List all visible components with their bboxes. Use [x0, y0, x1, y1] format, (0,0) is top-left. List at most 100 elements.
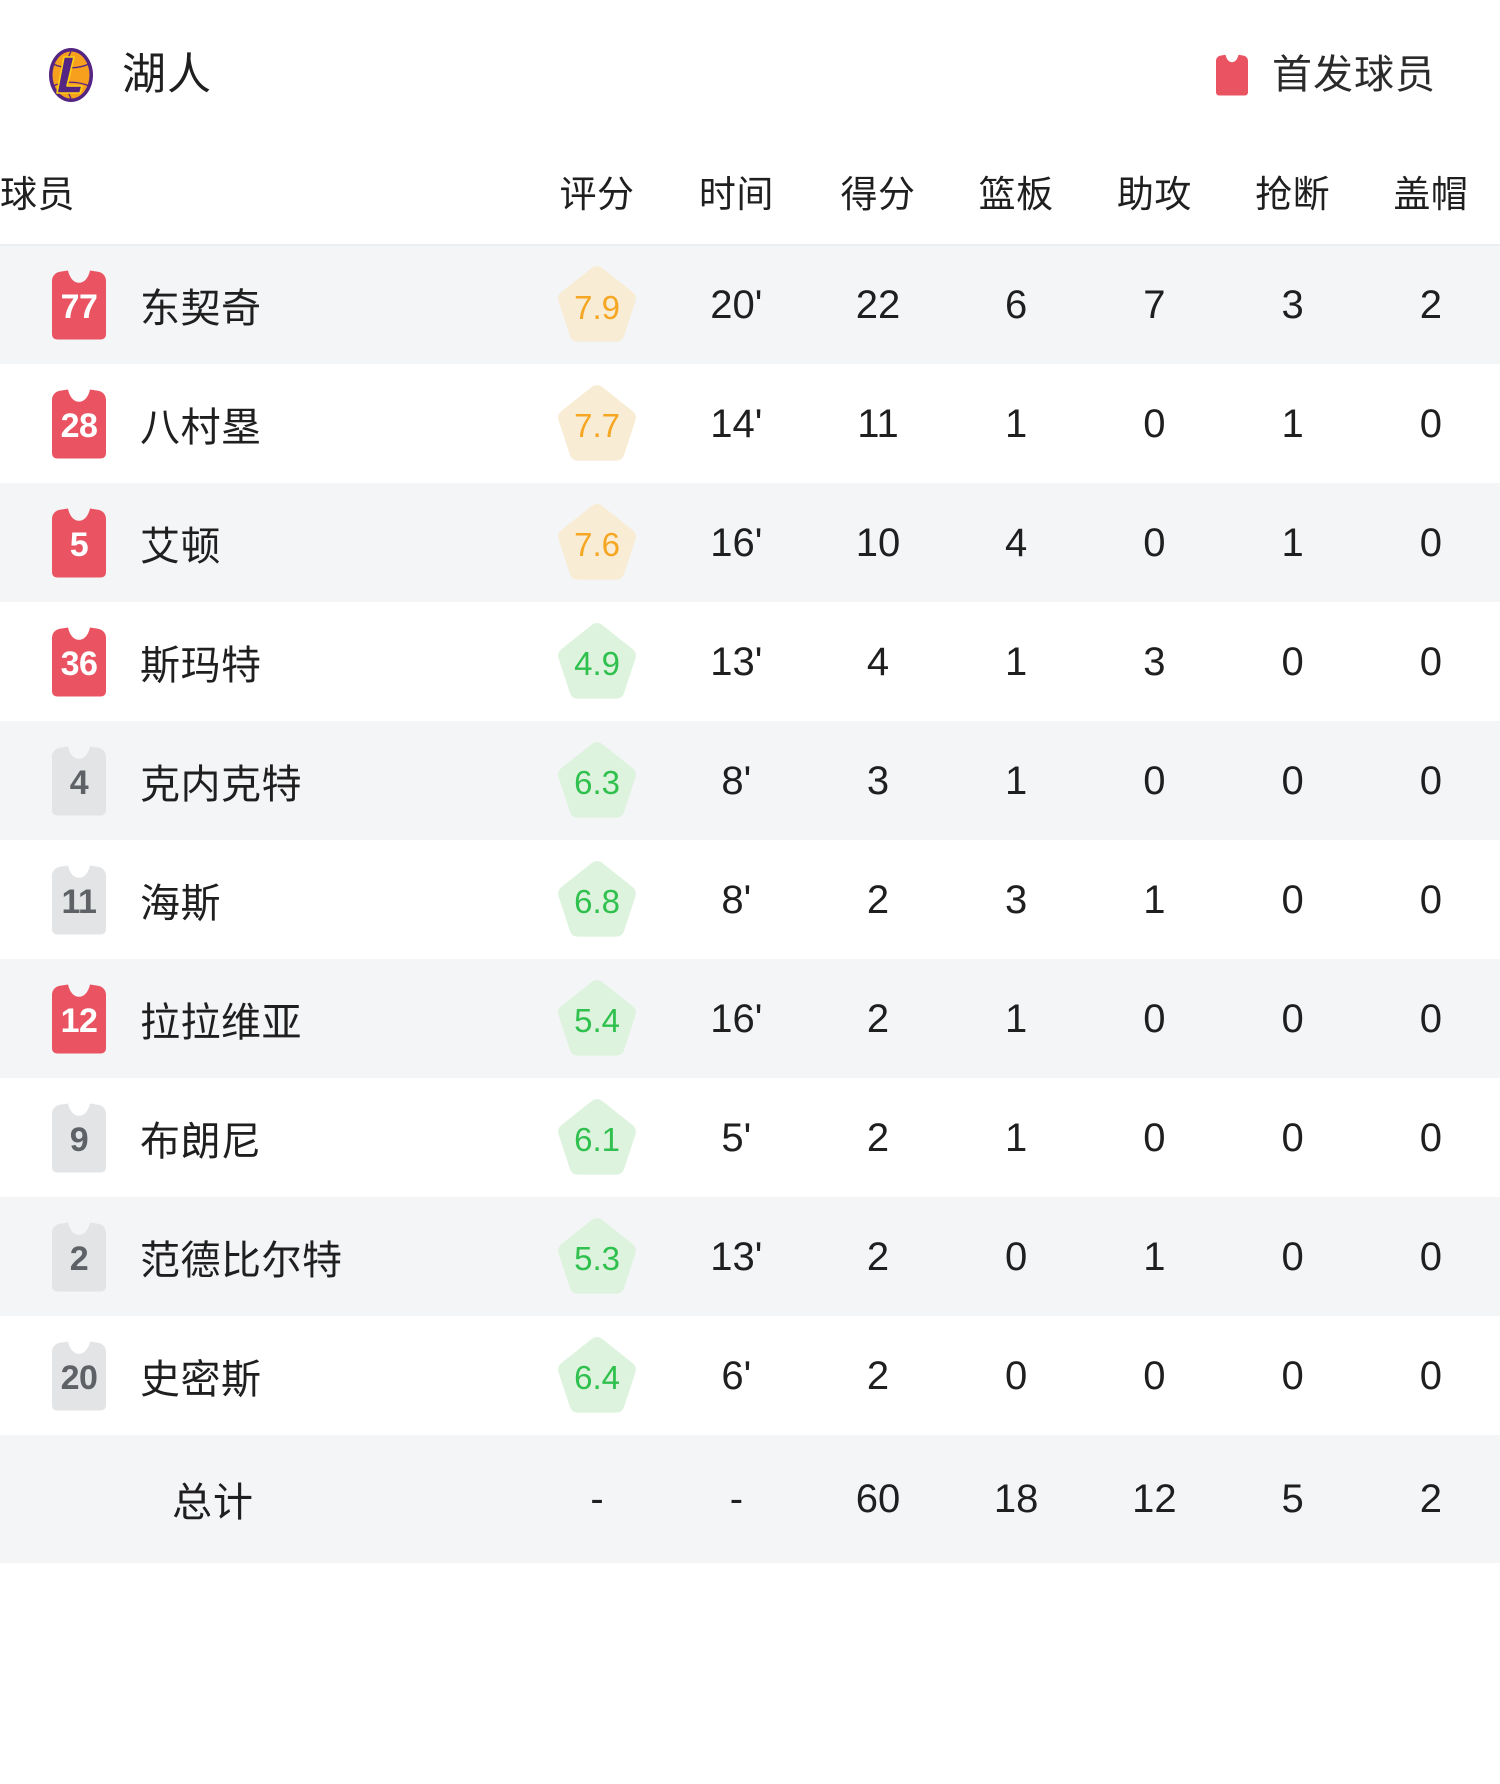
- rating-badge: 5.3: [554, 1214, 640, 1300]
- total-blocks-cell: 2: [1362, 1435, 1500, 1563]
- column-header-assists[interactable]: 助攻: [1116, 174, 1192, 215]
- points-cell: 4: [809, 602, 947, 721]
- rating-badge: 7.9: [554, 262, 640, 348]
- assists-value: 3: [1143, 639, 1166, 684]
- lakers-logo-icon: [42, 46, 100, 104]
- table-row[interactable]: 11 海斯 6.8 8' 2 3 1 0 0: [0, 840, 1500, 959]
- blocks-cell: 0: [1362, 721, 1500, 840]
- rating-cell: 6.3: [530, 721, 664, 840]
- table-header-row: 球员 评分 时间 得分 篮板 助攻 抢断 盖帽: [0, 150, 1500, 245]
- column-header-minutes[interactable]: 时间: [698, 174, 774, 215]
- rebounds-value: 0: [1005, 1234, 1028, 1279]
- player-name: 斯玛特: [140, 643, 262, 688]
- column-header-steals[interactable]: 抢断: [1255, 174, 1331, 215]
- points-value: 22: [855, 283, 901, 327]
- points-value: 3: [866, 758, 890, 803]
- player-cell[interactable]: 12 拉拉维亚: [0, 959, 530, 1078]
- total-minutes-value: -: [729, 1477, 744, 1521]
- steals-cell: 0: [1223, 1197, 1361, 1316]
- player-cell[interactable]: 9 布朗尼: [0, 1078, 530, 1197]
- minutes-value: 8': [721, 758, 752, 803]
- jersey-number: 5: [69, 525, 89, 564]
- player-cell[interactable]: 4 克内克特: [0, 721, 530, 840]
- total-label-cell: 总计: [0, 1435, 530, 1563]
- player-cell[interactable]: 77 东契奇: [0, 245, 530, 364]
- assists-cell: 7: [1085, 245, 1223, 364]
- column-header-blocks[interactable]: 盖帽: [1393, 174, 1469, 215]
- blocks-value: 0: [1419, 1353, 1442, 1398]
- jersey-icon: 11: [46, 864, 112, 936]
- team-name: 湖人: [122, 50, 212, 99]
- rating-cell: 6.1: [530, 1078, 664, 1197]
- rebounds-value: 1: [1005, 758, 1028, 803]
- table-row[interactable]: 20 史密斯 6.4 6' 2 0 0 0 0: [0, 1316, 1500, 1435]
- player-cell[interactable]: 28 八村塁: [0, 364, 530, 483]
- minutes-value: 16': [710, 520, 763, 565]
- jersey-number: 2: [69, 1239, 89, 1278]
- rebounds-cell: 0: [947, 1197, 1085, 1316]
- rebounds-cell: 1: [947, 959, 1085, 1078]
- rating-value: 6.3: [574, 764, 620, 801]
- rating-value: 7.9: [574, 288, 620, 326]
- table-row[interactable]: 36 斯玛特 4.9 13' 4 1 3 0 0: [0, 602, 1500, 721]
- column-header-points[interactable]: 得分: [840, 174, 916, 215]
- column-header-rating[interactable]: 评分: [559, 174, 635, 215]
- rating-cell: 5.4: [530, 959, 664, 1078]
- blocks-value: 0: [1419, 877, 1442, 922]
- table-row[interactable]: 5 艾顿 7.6 16' 10 4 0 1 0: [0, 483, 1500, 602]
- table-row[interactable]: 12 拉拉维亚 5.4 16' 2 1 0 0 0: [0, 959, 1500, 1078]
- points-value: 4: [866, 639, 890, 684]
- rebounds-value: 0: [1005, 1353, 1028, 1398]
- steals-value: 0: [1281, 1115, 1304, 1160]
- table-row[interactable]: 2 范德比尔特 5.3 13' 2 0 1 0 0: [0, 1197, 1500, 1316]
- jersey-icon: 5: [46, 507, 112, 579]
- points-value: 2: [866, 1115, 890, 1160]
- total-rating-value: -: [590, 1477, 604, 1521]
- jersey-icon: 28: [46, 388, 112, 460]
- assists-cell: 3: [1085, 602, 1223, 721]
- assists-value: 0: [1143, 520, 1166, 565]
- total-label: 总计: [172, 1481, 254, 1525]
- rebounds-cell: 1: [947, 1078, 1085, 1197]
- rebounds-cell: 1: [947, 364, 1085, 483]
- minutes-value: 5': [721, 1115, 752, 1160]
- blocks-value: 0: [1419, 639, 1442, 684]
- points-cell: 11: [809, 364, 947, 483]
- total-assists-value: 12: [1132, 1477, 1177, 1521]
- player-cell[interactable]: 36 斯玛特: [0, 602, 530, 721]
- steals-value: 1: [1281, 520, 1304, 565]
- rating-value: 6.4: [574, 1359, 620, 1396]
- jersey-number: 11: [61, 882, 97, 921]
- steals-cell: 1: [1223, 364, 1361, 483]
- minutes-cell: 16': [664, 959, 809, 1078]
- player-cell[interactable]: 11 海斯: [0, 840, 530, 959]
- points-value: 11: [857, 401, 899, 446]
- table-row[interactable]: 77 东契奇 7.9 20' 22 6 7 3 2: [0, 245, 1500, 364]
- minutes-value: 8': [721, 877, 752, 922]
- blocks-cell: 0: [1362, 602, 1500, 721]
- player-name: 艾顿: [140, 524, 221, 569]
- minutes-value: 16': [710, 996, 763, 1041]
- blocks-cell: 0: [1362, 364, 1500, 483]
- player-cell[interactable]: 5 艾顿: [0, 483, 530, 602]
- rating-value: 6.8: [574, 883, 620, 920]
- team-identity[interactable]: 湖人: [42, 46, 212, 104]
- total-rating-cell: -: [530, 1435, 664, 1563]
- table-row[interactable]: 9 布朗尼 6.1 5' 2 1 0 0 0: [0, 1078, 1500, 1197]
- column-header-rebounds[interactable]: 篮板: [978, 174, 1054, 215]
- player-cell[interactable]: 20 史密斯: [0, 1316, 530, 1435]
- table-row[interactable]: 28 八村塁 7.7 14' 11 1 0 1 0: [0, 364, 1500, 483]
- jersey-number: 4: [69, 763, 89, 802]
- blocks-value: 0: [1419, 1115, 1442, 1160]
- table-row[interactable]: 4 克内克特 6.3 8' 3 1 0 0 0: [0, 721, 1500, 840]
- column-header-player[interactable]: 球员: [0, 174, 75, 215]
- assists-value: 0: [1143, 401, 1166, 446]
- blocks-value: 0: [1419, 996, 1442, 1041]
- rebounds-value: 6: [1005, 283, 1028, 327]
- total-rebounds-value: 18: [993, 1477, 1039, 1521]
- rating-value: 5.3: [574, 1240, 620, 1277]
- player-cell[interactable]: 2 范德比尔特: [0, 1197, 530, 1316]
- rating-badge: 6.1: [554, 1095, 640, 1181]
- blocks-cell: 2: [1362, 245, 1500, 364]
- minutes-value: 14': [710, 401, 763, 446]
